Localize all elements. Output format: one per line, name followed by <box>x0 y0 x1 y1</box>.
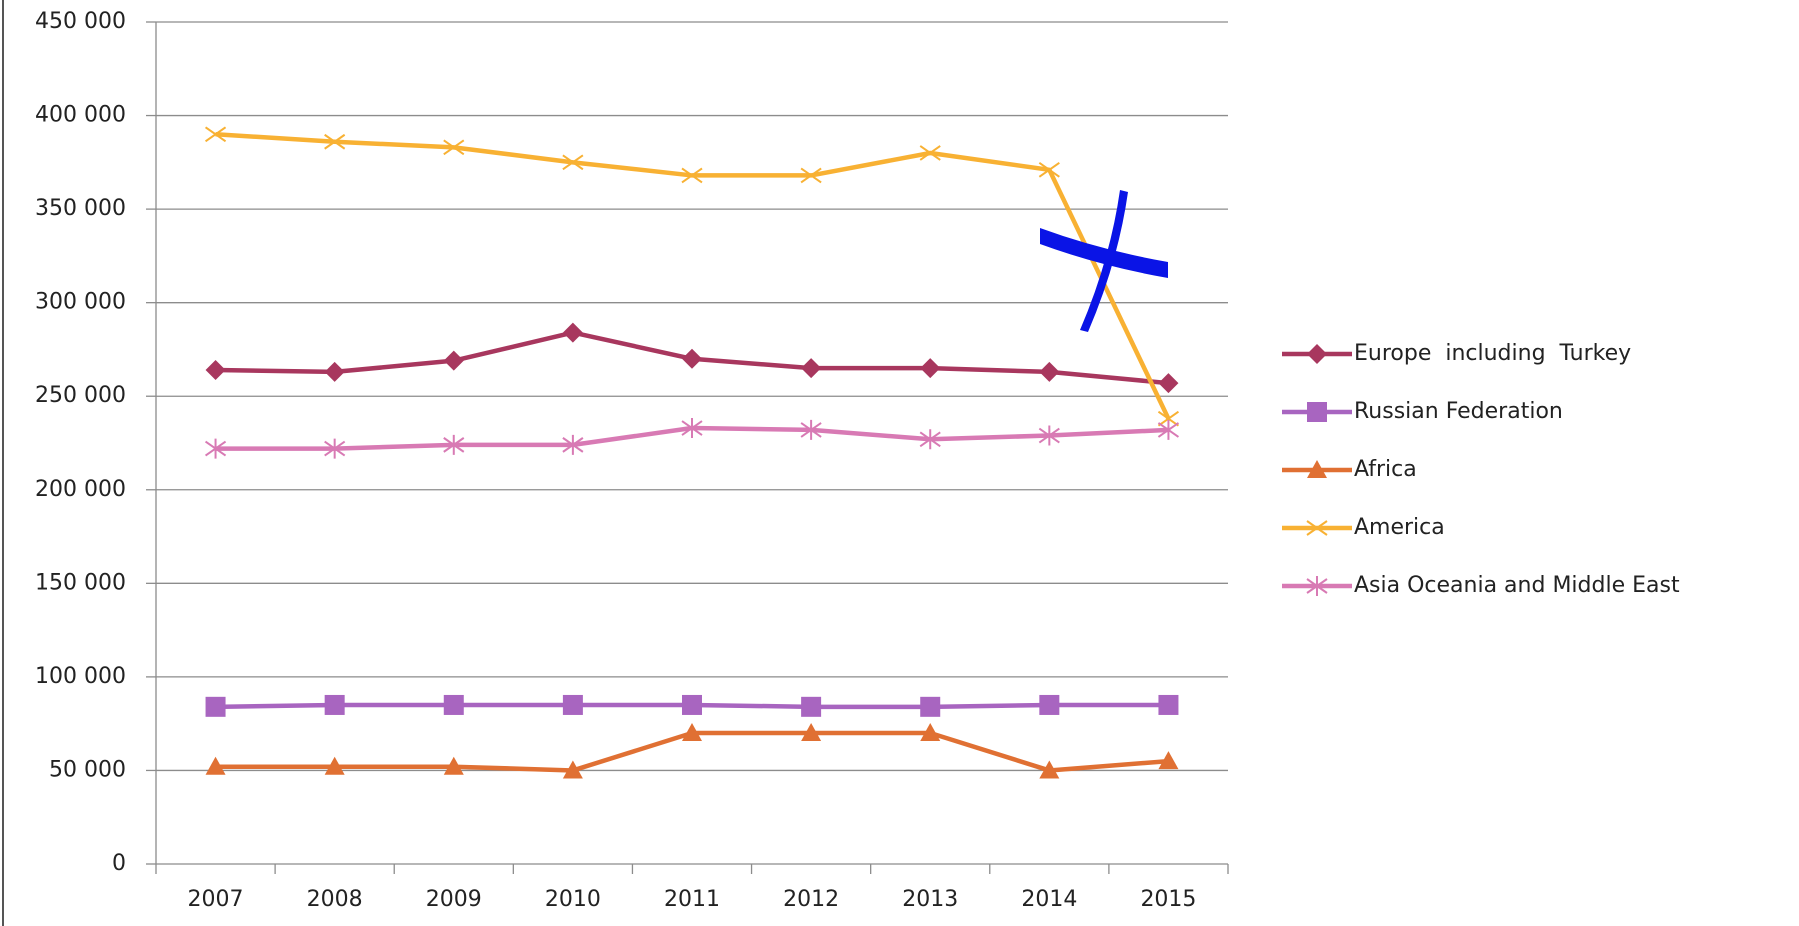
marker <box>800 419 822 440</box>
marker <box>562 154 584 171</box>
marker <box>801 723 822 742</box>
marker <box>1307 402 1327 422</box>
marker <box>443 350 464 371</box>
legend-label: America <box>1354 515 1445 540</box>
marker <box>324 694 345 715</box>
marker <box>1038 161 1060 178</box>
marker <box>205 756 226 775</box>
legend-label: Asia Oceania and Middle East <box>1354 573 1680 598</box>
marker <box>204 438 227 459</box>
y-tick-label: 150 000 <box>35 570 126 595</box>
y-tick-label: 0 <box>112 851 126 876</box>
legend-label: Russian Federation <box>1354 399 1563 424</box>
marker <box>919 145 941 161</box>
marker <box>443 139 465 156</box>
marker <box>920 696 941 717</box>
marker <box>800 167 822 184</box>
x-tick-label: 2011 <box>664 887 720 912</box>
marker <box>562 694 583 715</box>
marker <box>1039 760 1060 779</box>
marker <box>562 322 583 343</box>
x-tick-label: 2014 <box>1021 887 1077 912</box>
marker <box>443 694 464 715</box>
y-tick-label: 100 000 <box>35 664 126 689</box>
legend-label: Europe including Turkey <box>1354 341 1631 366</box>
x-tick-label: 2009 <box>426 887 482 912</box>
marker <box>801 696 822 717</box>
marker <box>919 429 941 450</box>
marker <box>681 167 703 184</box>
x-tick-label: 2012 <box>783 887 839 912</box>
cross-stroke <box>1040 228 1168 278</box>
marker <box>443 756 464 775</box>
marker <box>1307 344 1327 364</box>
marker <box>324 756 345 775</box>
marker <box>1158 694 1179 715</box>
series-line <box>215 132 1171 420</box>
marker <box>324 133 346 150</box>
marker <box>801 358 822 379</box>
marker <box>1157 410 1180 427</box>
marker <box>562 760 583 779</box>
marker <box>920 723 941 742</box>
marker <box>1307 460 1327 478</box>
marker <box>562 434 584 455</box>
marker <box>682 348 702 369</box>
marker <box>205 696 226 717</box>
marker <box>682 694 702 715</box>
y-tick-label: 50 000 <box>49 757 126 782</box>
x-tick-label: 2008 <box>307 887 363 912</box>
marker <box>681 418 703 439</box>
marker <box>1306 576 1328 596</box>
x-tick-label: 2013 <box>902 887 958 912</box>
marker <box>1039 361 1060 382</box>
marker <box>1158 373 1179 394</box>
y-tick-label: 400 000 <box>35 103 126 128</box>
marker <box>204 126 227 143</box>
marker <box>1039 694 1060 715</box>
y-tick-label: 450 000 <box>35 9 126 34</box>
marker <box>324 361 345 382</box>
y-tick-label: 250 000 <box>35 383 126 408</box>
x-tick-label: 2010 <box>545 887 601 912</box>
x-tick-label: 2007 <box>188 887 244 912</box>
y-tick-label: 300 000 <box>35 290 126 315</box>
x-tick-label: 2015 <box>1140 887 1196 912</box>
marker <box>1157 419 1180 440</box>
marker <box>1158 751 1179 770</box>
marker <box>324 438 346 459</box>
legend-label: Africa <box>1354 457 1417 482</box>
marker <box>1038 425 1060 446</box>
y-tick-label: 350 000 <box>35 196 126 221</box>
marker <box>920 358 941 379</box>
marker <box>443 434 465 455</box>
marker <box>205 360 226 381</box>
annotation-cross <box>1040 190 1168 332</box>
cross-stroke <box>1080 190 1128 332</box>
y-tick-label: 200 000 <box>35 477 126 502</box>
marker <box>1306 520 1328 536</box>
marker <box>682 723 702 742</box>
